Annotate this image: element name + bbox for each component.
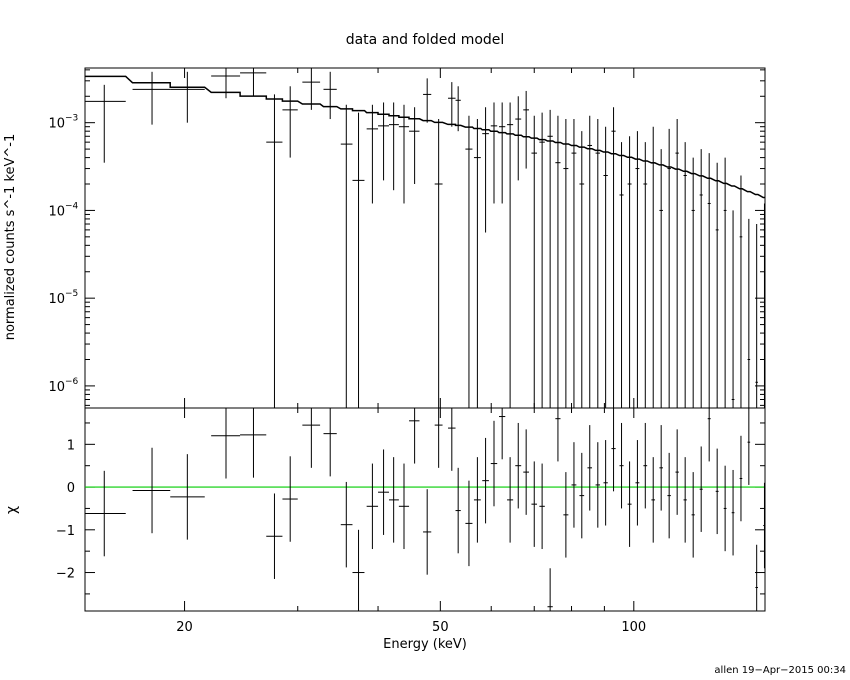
y-tick-label: 10 [48, 204, 65, 219]
bottom-y-axis-label: χ [4, 506, 20, 514]
chi-tick-label: 1 [67, 438, 75, 453]
y-tick-label-exponent: −5 [65, 289, 78, 299]
y-tick-label-exponent: −6 [65, 377, 79, 387]
top-axis-ticks: 10−310−410−510−6 [48, 68, 765, 408]
y-tick-label: 10 [48, 380, 65, 395]
x-tick-label: 20 [176, 620, 193, 635]
chi-tick-label: 0 [67, 481, 75, 496]
y-tick-label: 10 [48, 117, 65, 132]
chart-title: data and folded model [346, 32, 505, 48]
top-y-axis-label: normalized counts s^-1 keV^-1 [3, 134, 18, 341]
top-data-points [85, 68, 765, 408]
residual-data-points [85, 408, 765, 611]
x-tick-label: 100 [621, 620, 646, 635]
chi-tick-label: −1 [56, 524, 75, 539]
bottom-panel-frame [84, 407, 766, 612]
top-model-line [85, 75, 765, 199]
y-tick-label: 10 [48, 292, 65, 307]
model-step-line [85, 75, 765, 199]
y-tick-label-exponent: −3 [65, 114, 78, 124]
footer-timestamp: allen 19−Apr−2015 00:34 [714, 665, 846, 676]
y-tick-label-exponent: −4 [65, 201, 79, 211]
x-tick-label: 50 [432, 620, 449, 635]
bottom-axis-ticks: 1 0 −1 −2 20 50 100 [56, 408, 765, 635]
chi-tick-label: −2 [56, 567, 75, 582]
x-axis-label: Energy (keV) [383, 637, 467, 652]
